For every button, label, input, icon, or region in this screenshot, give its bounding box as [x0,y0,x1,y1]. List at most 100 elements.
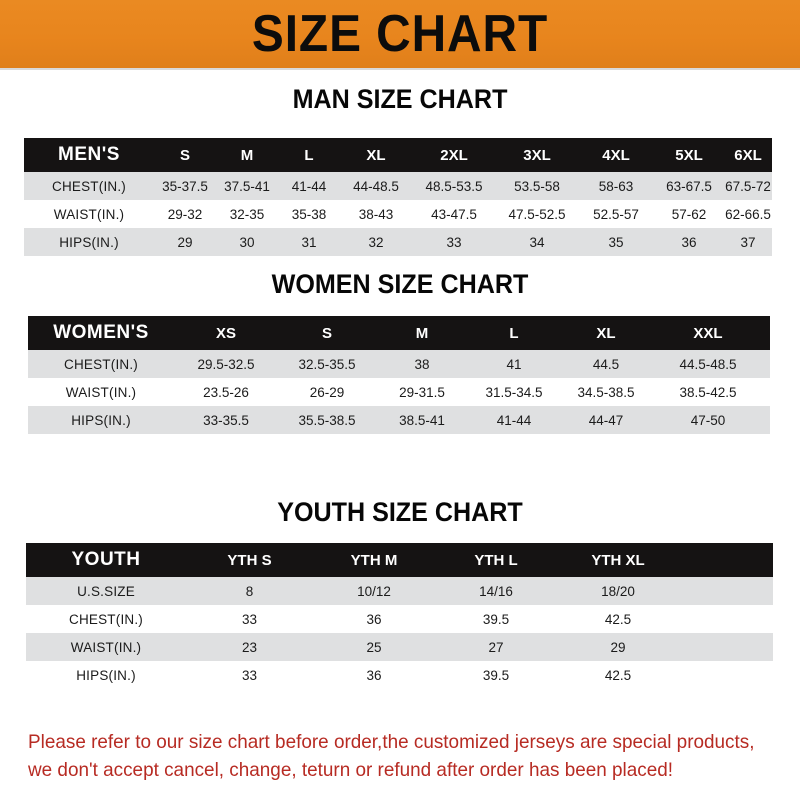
women-col-header-empty [764,316,770,350]
row-label: WAIST(IN.) [24,200,154,228]
cell: 18/20 [557,577,679,605]
table-row: HIPS(IN.) 29 30 31 32 33 34 35 36 37 [24,228,772,256]
youth-size-table: YOUTH YTH S YTH M YTH L YTH XL U.S.SIZE … [26,543,773,689]
cell: 48.5-53.5 [412,172,496,200]
cell: 44-48.5 [340,172,412,200]
cell: 35-38 [278,200,340,228]
table-row: U.S.SIZE 8 10/12 14/16 18/20 [26,577,773,605]
cell: 38-43 [340,200,412,228]
footer-line-1: Please refer to our size chart before or… [28,731,755,753]
row-label: CHEST(IN.) [24,172,154,200]
women-col-header: L [468,316,560,350]
cell: 44-47 [560,406,652,434]
row-label: CHEST(IN.) [28,350,174,378]
cell: 35-37.5 [154,172,216,200]
table-header-row: MEN'S S M L XL 2XL 3XL 4XL 5XL 6XL [24,138,772,172]
man-col-header: 3XL [496,138,578,172]
table-row: HIPS(IN.) 33 36 39.5 42.5 [26,661,773,689]
man-header-label: MEN'S [24,138,154,172]
cell: 29.5-32.5 [174,350,278,378]
cell: 8 [186,577,313,605]
cell: 33-35.5 [174,406,278,434]
cell: 32.5-35.5 [278,350,376,378]
table-row: HIPS(IN.) 33-35.5 35.5-38.5 38.5-41 41-4… [28,406,770,434]
cell: 37 [724,228,772,256]
cell: 41-44 [468,406,560,434]
cell: 29-32 [154,200,216,228]
youth-section-title: YOUTH SIZE CHART [277,497,523,527]
row-label: HIPS(IN.) [26,661,186,689]
cell: 63-67.5 [654,172,724,200]
youth-col-header: YTH M [313,543,435,577]
page-banner: SIZE CHART [0,0,800,70]
women-col-header: M [376,316,468,350]
cell: 34 [496,228,578,256]
cell: 57-62 [654,200,724,228]
youth-table-body: YOUTH YTH S YTH M YTH L YTH XL U.S.SIZE … [26,543,773,689]
cell: 23 [186,633,313,661]
cell-empty [679,633,773,661]
cell: 38 [376,350,468,378]
youth-col-header: YTH XL [557,543,679,577]
row-label: HIPS(IN.) [24,228,154,256]
cell: 37.5-41 [216,172,278,200]
cell: 44.5-48.5 [652,350,764,378]
cell: 30 [216,228,278,256]
row-label: U.S.SIZE [26,577,186,605]
cell: 42.5 [557,605,679,633]
women-col-header: XL [560,316,652,350]
footer-line-2: we don't accept cancel, change, teturn o… [28,759,674,782]
youth-col-header: YTH L [435,543,557,577]
cell: 35.5-38.5 [278,406,376,434]
cell-empty [764,350,770,378]
table-row: CHEST(IN.) 33 36 39.5 42.5 [26,605,773,633]
cell: 36 [313,605,435,633]
cell: 53.5-58 [496,172,578,200]
table-header-row: WOMEN'S XS S M L XL XXL [28,316,770,350]
women-section-title: WOMEN SIZE CHART [271,269,529,299]
cell: 41-44 [278,172,340,200]
cell: 14/16 [435,577,557,605]
cell: 32 [340,228,412,256]
cell-empty [679,605,773,633]
man-table-body: MEN'S S M L XL 2XL 3XL 4XL 5XL 6XL CHEST… [24,138,772,256]
cell: 23.5-26 [174,378,278,406]
women-header-label: WOMEN'S [28,316,174,350]
table-row: WAIST(IN.) 23 25 27 29 [26,633,773,661]
cell: 39.5 [435,605,557,633]
cell: 33 [186,661,313,689]
cell: 39.5 [435,661,557,689]
cell: 34.5-38.5 [560,378,652,406]
man-col-header: L [278,138,340,172]
man-col-header: 2XL [412,138,496,172]
cell: 29 [557,633,679,661]
cell: 27 [435,633,557,661]
cell: 67.5-72 [724,172,772,200]
row-label: WAIST(IN.) [26,633,186,661]
cell: 58-63 [578,172,654,200]
cell: 10/12 [313,577,435,605]
table-row: WAIST(IN.) 29-32 32-35 35-38 38-43 43-47… [24,200,772,228]
youth-header-label: YOUTH [26,543,186,577]
table-header-row: YOUTH YTH S YTH M YTH L YTH XL [26,543,773,577]
table-row: CHEST(IN.) 35-37.5 37.5-41 41-44 44-48.5… [24,172,772,200]
women-table-body: WOMEN'S XS S M L XL XXL CHEST(IN.) 29.5-… [28,316,770,434]
cell: 38.5-42.5 [652,378,764,406]
cell: 32-35 [216,200,278,228]
cell: 43-47.5 [412,200,496,228]
cell: 44.5 [560,350,652,378]
cell: 41 [468,350,560,378]
women-col-header: XS [174,316,278,350]
man-col-header: 5XL [654,138,724,172]
cell: 35 [578,228,654,256]
man-col-header: S [154,138,216,172]
cell: 62-66.5 [724,200,772,228]
women-col-header: XXL [652,316,764,350]
women-col-header: S [278,316,376,350]
cell-empty [679,661,773,689]
row-label: WAIST(IN.) [28,378,174,406]
table-row: CHEST(IN.) 29.5-32.5 32.5-35.5 38 41 44.… [28,350,770,378]
cell: 31 [278,228,340,256]
youth-size-table-wrapper: YOUTH YTH S YTH M YTH L YTH XL U.S.SIZE … [26,543,773,689]
